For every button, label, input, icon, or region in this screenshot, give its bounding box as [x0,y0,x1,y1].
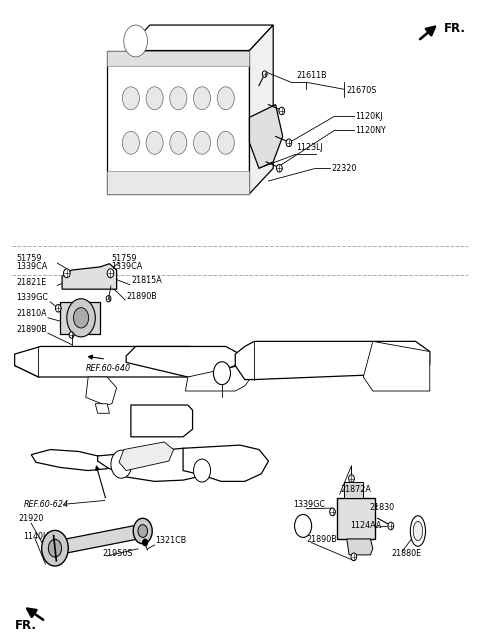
Text: 51759: 51759 [16,254,42,263]
Circle shape [124,25,147,57]
Circle shape [351,553,357,560]
Bar [107,51,250,66]
Polygon shape [131,405,192,437]
Circle shape [214,361,230,385]
Text: 21830: 21830 [369,503,394,512]
Circle shape [388,522,394,530]
Text: 1339CA: 1339CA [111,263,142,272]
Text: 21950S: 21950S [102,549,133,558]
Polygon shape [347,539,373,555]
Circle shape [279,107,285,115]
Circle shape [122,87,139,110]
Polygon shape [97,448,221,482]
Circle shape [107,269,114,278]
Circle shape [67,299,96,337]
Polygon shape [126,347,240,377]
Text: 21810A: 21810A [16,309,47,318]
Polygon shape [60,302,100,334]
Text: 21890B: 21890B [126,291,157,300]
Circle shape [133,518,152,544]
Polygon shape [235,342,430,379]
Polygon shape [14,347,204,377]
Circle shape [146,87,163,110]
Circle shape [217,87,234,110]
Text: REF.60-640: REF.60-640 [86,364,131,373]
Text: 1140JA: 1140JA [23,532,50,541]
Polygon shape [62,264,117,289]
Circle shape [193,459,211,482]
Ellipse shape [410,516,425,546]
Polygon shape [126,25,273,51]
Text: FR.: FR. [14,619,36,632]
Circle shape [276,164,282,172]
Polygon shape [344,482,363,498]
Text: 51759: 51759 [111,254,136,263]
Circle shape [69,332,74,338]
Text: 1339CA: 1339CA [16,263,48,272]
Text: 21920: 21920 [18,514,44,523]
Text: A: A [300,521,306,530]
Circle shape [330,508,336,516]
Circle shape [348,474,354,482]
Text: 1120NY: 1120NY [355,126,385,135]
Polygon shape [183,445,268,482]
Text: 21611B: 21611B [296,71,326,80]
Text: 1120KJ: 1120KJ [355,112,382,121]
Text: 1339GC: 1339GC [16,293,48,302]
Polygon shape [31,449,117,471]
Text: 21880E: 21880E [392,549,422,558]
Polygon shape [107,51,250,194]
Circle shape [63,269,70,278]
Text: 21872A: 21872A [341,485,372,494]
Polygon shape [54,524,144,555]
Circle shape [48,539,61,557]
Bar [107,171,250,194]
Circle shape [122,132,139,154]
Text: 1124AA: 1124AA [350,521,382,530]
Circle shape [42,530,68,566]
Circle shape [295,514,312,537]
Polygon shape [185,365,254,391]
Text: 21890B: 21890B [16,325,47,334]
Polygon shape [86,377,117,405]
Text: FR.: FR. [444,22,466,35]
Circle shape [170,87,187,110]
Circle shape [170,132,187,154]
Text: 21821E: 21821E [16,277,46,286]
Text: 1123LJ: 1123LJ [296,143,323,152]
Bar [337,498,375,539]
Circle shape [146,132,163,154]
Text: 21890B: 21890B [306,535,337,544]
Polygon shape [250,105,283,168]
Circle shape [138,525,147,537]
Polygon shape [119,442,174,471]
Polygon shape [96,404,109,413]
Text: A: A [219,369,225,377]
Text: 21670S: 21670S [347,86,377,95]
Circle shape [262,71,267,77]
Text: 21815A: 21815A [131,276,162,285]
Text: 1339GC: 1339GC [294,499,325,508]
Circle shape [73,308,89,328]
Circle shape [193,87,211,110]
Circle shape [217,132,234,154]
Text: REF.60-624: REF.60-624 [24,499,69,509]
Circle shape [106,295,111,302]
Polygon shape [363,342,430,391]
Circle shape [111,450,132,478]
Circle shape [56,304,61,312]
Circle shape [286,139,292,146]
Text: 22320: 22320 [331,164,357,173]
Circle shape [143,539,147,546]
Ellipse shape [413,521,423,541]
Polygon shape [250,25,273,194]
Text: 1321CB: 1321CB [156,536,187,545]
Circle shape [193,132,211,154]
